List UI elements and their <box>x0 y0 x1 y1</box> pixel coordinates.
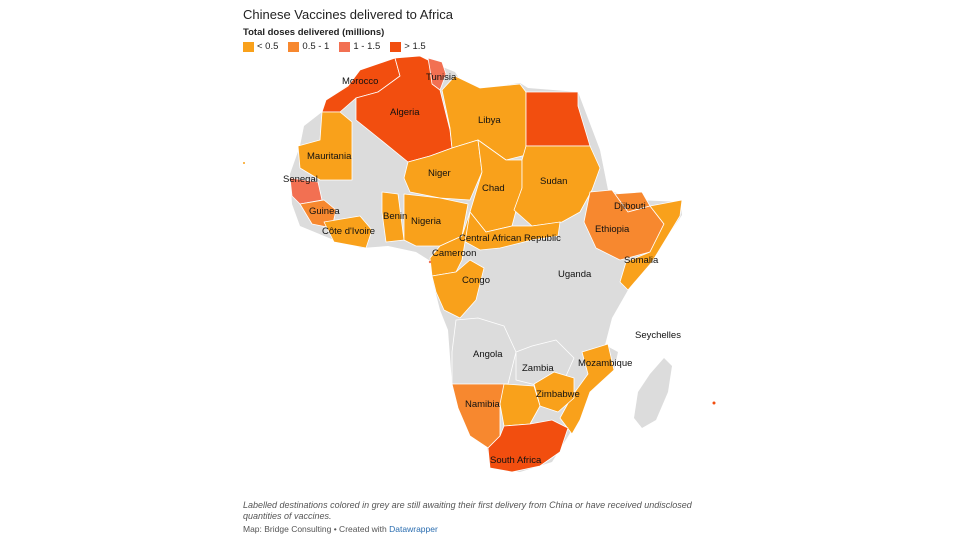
label-libya: Libya <box>478 115 501 126</box>
region-mauritania[interactable] <box>297 111 353 181</box>
legend-label: > 1.5 <box>404 41 426 52</box>
region-benin[interactable] <box>381 191 405 243</box>
datawrapper-link[interactable]: Datawrapper <box>389 524 438 534</box>
map-labels: Morocco Tunisia Algeria Libya Mauritania… <box>283 72 681 466</box>
region-algeria[interactable] <box>355 55 453 163</box>
island-marker <box>428 260 432 264</box>
legend-title: Total doses delivered (millions) <box>243 27 385 38</box>
legend-item: 0.5 - 1 <box>288 41 329 52</box>
label-uganda: Uganda <box>558 269 592 280</box>
label-benin: Benin <box>383 211 407 222</box>
region-congo[interactable] <box>431 259 485 319</box>
region-south-africa[interactable] <box>487 419 569 473</box>
chart-title: Chinese Vaccines delivered to Africa <box>243 7 454 22</box>
credit-text: Map: Bridge Consulting • Created with <box>243 524 387 534</box>
region-niger[interactable] <box>403 139 483 201</box>
region-somalia[interactable] <box>619 199 683 291</box>
region-cote-divoire[interactable] <box>323 215 373 249</box>
label-cameroon: Cameroon <box>432 248 476 259</box>
label-south-africa: South Africa <box>490 455 542 466</box>
label-sudan: Sudan <box>540 176 567 187</box>
legend-swatch <box>339 41 351 52</box>
label-morocco: Morocco <box>342 76 378 87</box>
island-marker <box>243 162 245 164</box>
legend-item: > 1.5 <box>390 41 426 52</box>
label-mozambique: Mozambique <box>578 358 632 369</box>
legend-item: < 0.5 <box>243 41 278 52</box>
legend-swatch <box>390 41 402 52</box>
label-zimbabwe: Zimbabwe <box>536 389 580 400</box>
label-niger: Niger <box>428 168 451 179</box>
label-mauritania: Mauritania <box>307 151 352 162</box>
label-cote-divoire: Côte d'Ivoire <box>322 226 375 237</box>
legend: < 0.5 0.5 - 1 1 - 1.5 > 1.5 <box>243 41 426 52</box>
label-seychelles: Seychelles <box>635 330 681 341</box>
region-mozambique[interactable] <box>559 343 615 435</box>
legend-item: 1 - 1.5 <box>339 41 380 52</box>
label-algeria: Algeria <box>390 107 420 118</box>
region-sudan[interactable] <box>513 145 601 227</box>
label-chad: Chad <box>482 183 505 194</box>
label-ethiopia: Ethiopia <box>595 224 630 235</box>
label-senegal: Senegal <box>283 174 318 185</box>
island-marker <box>712 401 716 405</box>
label-tunisia: Tunisia <box>426 72 457 83</box>
label-angola: Angola <box>473 349 503 360</box>
label-car: Central African Republic <box>459 233 561 244</box>
label-djibouti: Djibouti <box>614 201 646 212</box>
legend-label: < 0.5 <box>257 41 279 52</box>
region-car[interactable] <box>461 211 561 251</box>
region-tunisia[interactable] <box>427 57 447 91</box>
legend-label: 0.5 - 1 <box>302 41 330 52</box>
madagascar-landmass <box>634 358 672 428</box>
footnote: Labelled destinations colored in grey ar… <box>243 500 692 521</box>
label-zambia: Zambia <box>522 363 554 374</box>
legend-swatch <box>288 41 300 52</box>
label-nigeria: Nigeria <box>411 216 442 227</box>
label-congo: Congo <box>462 275 490 286</box>
label-somalia: Somalia <box>624 255 659 266</box>
country-layer <box>289 55 683 473</box>
region-egypt[interactable] <box>525 91 591 147</box>
region-guinea[interactable] <box>299 199 337 229</box>
legend-label: 1 - 1.5 <box>353 41 381 52</box>
credit-line: Map: Bridge Consulting • Created with Da… <box>243 524 438 534</box>
label-guinea: Guinea <box>309 206 340 217</box>
label-namibia: Namibia <box>465 399 501 410</box>
legend-swatch <box>243 41 254 52</box>
